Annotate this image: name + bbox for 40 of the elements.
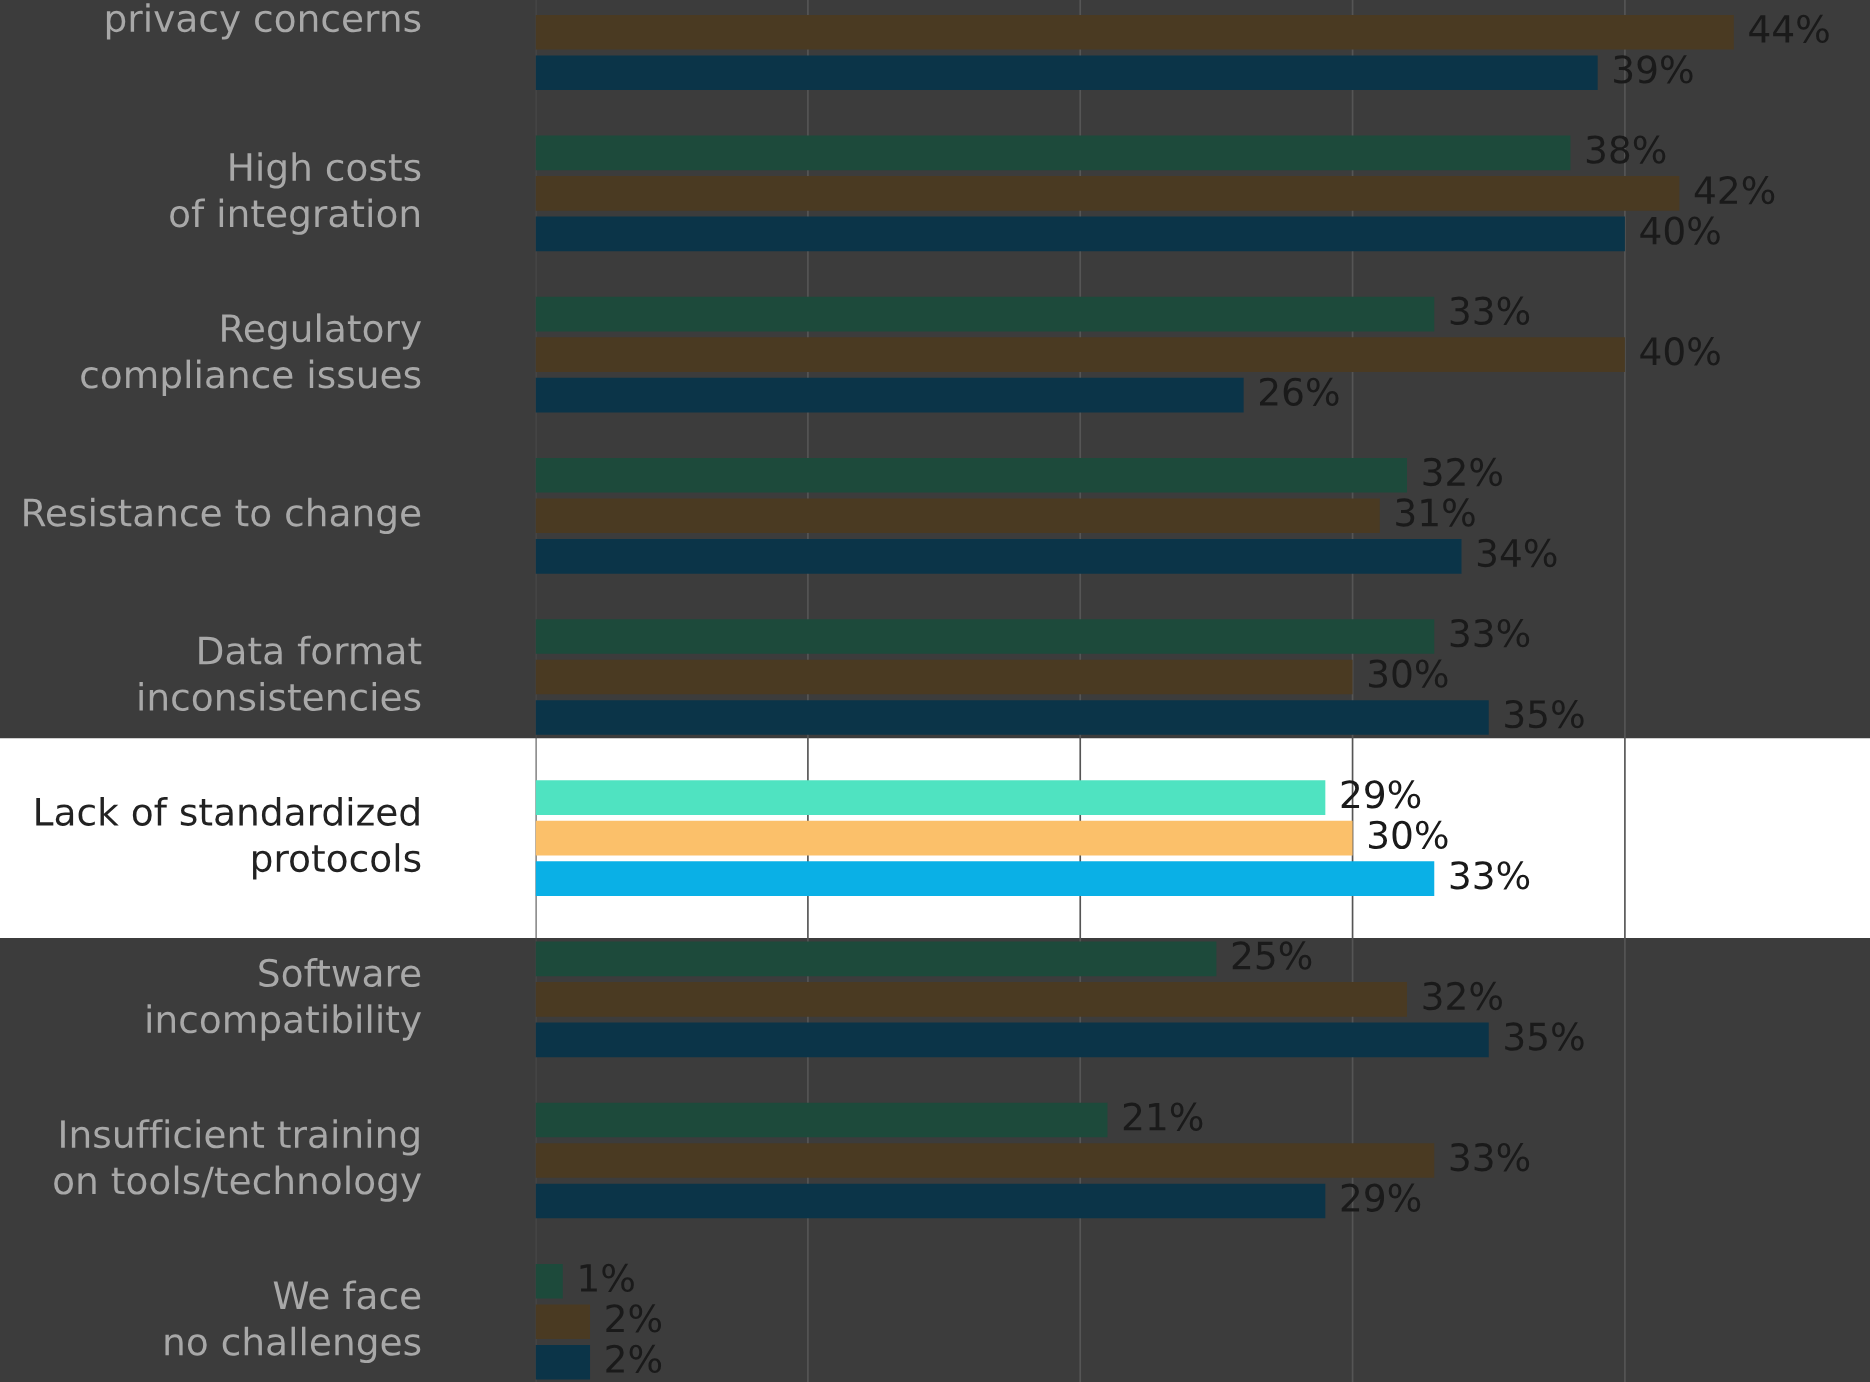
y-tick-label: Resistance to change (24, 497, 421, 534)
bar (535, 135, 1571, 171)
bar (535, 337, 1625, 372)
bar (535, 820, 1353, 856)
y-tick-label: Regulatory compliance issues (81, 313, 422, 396)
bar (535, 1143, 1435, 1178)
bar (535, 619, 1435, 654)
bar (535, 700, 1489, 735)
bar (535, 176, 1680, 211)
bar (535, 1022, 1489, 1058)
bar (535, 14, 1734, 50)
bar (535, 457, 1408, 493)
bar (535, 1304, 591, 1340)
bar (535, 1344, 591, 1380)
bar (535, 55, 1598, 91)
data-label: 30% (1369, 820, 1448, 850)
bar (535, 377, 1244, 413)
y-tick-label: Lack of standardized protocols (36, 796, 421, 880)
y-tick-label: Software incompatibility (147, 958, 422, 1041)
bar (535, 1263, 563, 1299)
bar (535, 861, 1435, 896)
bar (535, 1102, 1108, 1138)
y-tick-label: High costs of integration (170, 152, 421, 235)
y-tick-label: We face no challenges (165, 1280, 421, 1363)
bar (535, 498, 1380, 534)
y-tick-label: Data format inconsistencies (139, 635, 422, 711)
bar (535, 941, 1217, 977)
data-label: 29% (1341, 1183, 1421, 1212)
bar (535, 1183, 1326, 1219)
bar (535, 659, 1353, 695)
bar (535, 982, 1408, 1017)
bar (535, 296, 1435, 332)
bar (535, 538, 1462, 574)
data-label: 33% (1450, 861, 1530, 890)
data-label: 38% (1586, 135, 1666, 164)
bar (535, 780, 1326, 815)
y-tick-label: Insufficient training on tools/technology (54, 1119, 422, 1202)
bar (535, 216, 1625, 252)
y-tick-label: privacy concerns (106, 3, 421, 40)
data-label: 39% (1614, 55, 1693, 84)
